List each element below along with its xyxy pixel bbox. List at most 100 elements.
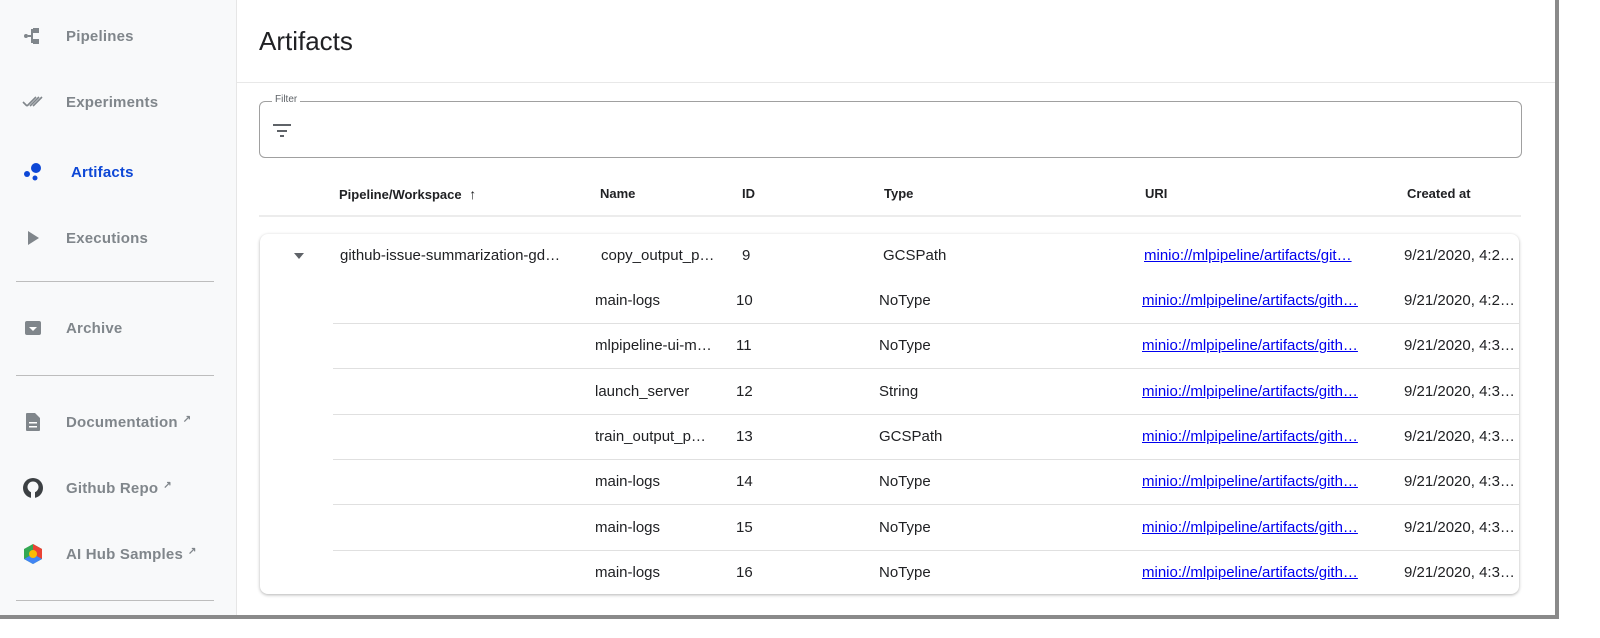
sidebar-item-pipelines[interactable]: Pipelines [0,16,236,56]
sidebar-item-label: Experiments [66,93,159,111]
table-row[interactable]: main-logs 10 NoType minio://mlpipeline/arti… [260,279,1519,324]
id-cell: 10 [736,292,753,309]
created-at-cell: 9/21/2020, 4:3… [1404,337,1515,355]
created-at-cell: 9/21/2020, 4:3… [1404,382,1515,400]
name-cell: main-logs [595,292,661,309]
sidebar-item-label: Pipelines [66,27,134,45]
name-cell: train_output_p… [595,427,706,445]
name-cell: main-logs [595,518,661,536]
filter-label: Filter [272,94,301,105]
sidebar-item-experiments[interactable]: Experiments [0,82,236,122]
uri-link[interactable]: minio://mlpipeline/artifacts/gith… [1142,563,1358,581]
ai-hub-icon [22,543,44,565]
id-cell: 15 [736,518,753,536]
name-cell: launch_server [595,382,690,400]
id-cell: 16 [736,563,753,581]
column-header-id[interactable]: ID [742,186,755,201]
uri-link[interactable]: minio://mlpipeline/artifacts/gith… [1142,382,1358,400]
pipeline-cell: github-issue-summarization-gd… [340,247,561,264]
column-header-pipeline-workspace[interactable]: Pipeline/Workspace ↑ [339,186,477,202]
sidebar-divider [16,281,214,282]
github-icon [22,477,44,499]
column-header-uri[interactable]: URI [1145,186,1168,201]
artifacts-icon [22,161,44,183]
external-link-icon: ↗ [163,479,172,491]
name-cell: main-logs [595,563,661,581]
filter-icon [272,122,292,138]
header-divider [237,82,1555,83]
uri-link[interactable]: minio://mlpipeline/artifacts/gith… [1142,518,1358,536]
uri-link[interactable]: minio://mlpipeline/artifacts/git… [1144,247,1352,264]
table-row[interactable]: train_output_p… 13 GCSPath minio://mlpipeli… [260,415,1519,460]
external-link-icon: ↗ [182,413,192,425]
uri-link[interactable]: minio://mlpipeline/artifacts/gith… [1142,473,1358,491]
id-cell: 14 [736,473,753,491]
created-at-cell: 9/21/2020, 4:3… [1404,563,1515,581]
row-divider [333,549,1519,551]
table-row[interactable]: main-logs 15 NoType minio://mlpipeline/arti… [260,506,1519,551]
name-cell: copy_output_p… [601,247,715,264]
expand-collapse-icon[interactable] [294,253,304,259]
uri-link[interactable]: minio://mlpipeline/artifacts/gith… [1142,337,1358,355]
id-cell: 13 [736,427,753,445]
sidebar-divider [16,375,214,376]
sidebar-item-ai-hub-samples[interactable]: AI Hub Samples ↗ [0,534,236,574]
page-title: Artifacts [259,26,353,56]
type-cell: NoType [879,518,931,536]
type-cell: NoType [879,563,931,581]
play-icon [22,227,44,249]
artifact-group-card: github-issue-summarization-gd… copy_outpu… [260,234,1519,594]
table-row[interactable]: main-logs 16 NoType minio://mlpipeline/arti… [260,551,1519,596]
sidebar-item-github-repo[interactable]: Github Repo ↗ [0,468,236,508]
column-header-name[interactable]: Name [600,186,636,201]
type-cell: NoType [879,473,931,491]
row-divider [333,413,1519,415]
sidebar-item-label: AI Hub Samples [66,545,183,563]
id-cell: 11 [736,337,752,355]
sidebar-item-executions[interactable]: Executions [0,218,236,258]
created-at-cell: 9/21/2020, 4:2… [1404,292,1515,309]
sort-ascending-icon: ↑ [469,186,477,202]
sidebar-item-documentation[interactable]: Documentation ↗ [0,402,236,442]
external-link-icon: ↗ [188,545,197,557]
type-cell: NoType [879,292,931,309]
column-header-created-at[interactable]: Created at [1407,186,1471,201]
row-divider [333,504,1519,506]
created-at-cell: 9/21/2020, 4:3… [1404,518,1515,536]
sidebar-item-archive[interactable]: Archive [0,308,236,348]
sidebar-item-label: Executions [66,229,149,247]
table-row[interactable]: main-logs 14 NoType minio://mlpipeline/arti… [260,460,1519,506]
header-divider [259,215,1521,217]
row-divider [333,458,1519,460]
table-row[interactable]: launch_server 12 String minio://mlpipeline/… [260,370,1519,415]
row-divider [333,368,1519,370]
sidebar-divider [16,600,214,601]
sidebar-item-label: Github Repo [66,479,159,497]
id-cell: 12 [736,382,753,400]
archive-icon [22,317,44,339]
sidebar-item-label: Artifacts [71,163,134,181]
type-cell: NoType [879,337,931,355]
sidebar-item-label: Archive [66,319,123,337]
type-cell: GCSPath [883,247,947,264]
table-row[interactable]: github-issue-summarization-gd… copy_outpu… [260,234,1519,279]
sidebar-item-label: Documentation [66,413,178,431]
table-row[interactable]: mlpipeline-ui-m… 11 NoType minio://mlpipeli… [260,324,1519,370]
app-window: Pipelines Experiments Artifacts Executio… [0,0,1559,619]
type-cell: String [879,382,919,400]
name-cell: main-logs [595,473,661,491]
pipelines-icon [22,25,44,47]
uri-link[interactable]: minio://mlpipeline/artifacts/gith… [1142,292,1358,309]
row-divider [333,323,1519,324]
filter-input[interactable]: Filter [259,94,1522,158]
uri-link[interactable]: minio://mlpipeline/artifacts/gith… [1142,427,1358,445]
name-cell: mlpipeline-ui-m… [595,337,712,355]
experiments-icon [22,91,44,113]
document-icon [22,411,44,433]
id-cell: 9 [742,247,751,264]
sidebar-item-artifacts[interactable]: Artifacts [0,152,236,192]
created-at-cell: 9/21/2020, 4:2… [1404,247,1515,264]
column-header-type[interactable]: Type [884,186,914,201]
sidebar: Pipelines Experiments Artifacts Executio… [0,0,237,615]
created-at-cell: 9/21/2020, 4:3… [1404,427,1515,445]
